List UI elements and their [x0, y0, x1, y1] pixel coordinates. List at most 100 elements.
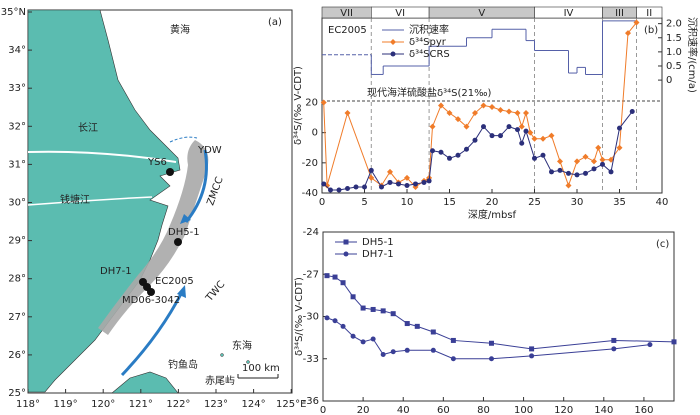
marker [344, 110, 351, 117]
map-label: DH5-1 [168, 227, 200, 238]
taiwan [111, 371, 179, 394]
marker [430, 347, 436, 353]
marker [430, 329, 436, 335]
lat-label: 33° [8, 83, 26, 94]
zone [636, 6, 663, 19]
mud-belt [98, 140, 209, 335]
marker [565, 182, 572, 189]
marker [518, 123, 525, 130]
marker [429, 123, 436, 130]
annotation: EC2005 [328, 25, 367, 36]
x-axis-label: 深度/mbsf [468, 208, 517, 221]
y-tick-label: -27 [303, 269, 319, 280]
marker [463, 123, 470, 130]
marker [608, 169, 614, 175]
ydw-arrow [169, 136, 198, 143]
marker [625, 30, 631, 37]
lat-label: 26° [8, 350, 26, 361]
marker [591, 166, 597, 172]
site [147, 288, 155, 296]
panel-label: (a) [268, 17, 282, 28]
map-label: MD06-3042 [122, 295, 180, 306]
x-tick-label: 60 [437, 405, 450, 415]
marker [320, 99, 327, 106]
x-tick-label: 5 [361, 197, 367, 208]
lon-label: 124° [242, 399, 266, 410]
scale-bar [237, 374, 279, 379]
marker [455, 116, 461, 123]
marker [549, 169, 554, 175]
marker [455, 152, 461, 158]
zone-label: V [478, 8, 485, 19]
marker [557, 158, 563, 165]
marker [506, 108, 512, 115]
mainland [27, 9, 181, 393]
map-label: DH7-1 [100, 266, 132, 277]
marker [488, 340, 494, 346]
panel-label: (b) [644, 25, 658, 36]
x-tick-label: 80 [477, 405, 490, 415]
marker [523, 128, 529, 134]
marker [599, 156, 606, 163]
lat-label: 29° [8, 236, 26, 247]
marker [506, 124, 512, 130]
marker [472, 137, 478, 143]
marker [390, 311, 396, 317]
x-tick-label: 20 [357, 405, 370, 415]
marker [633, 19, 640, 26]
series-line [326, 275, 675, 350]
marker [414, 323, 420, 329]
map-label: EC2005 [155, 276, 194, 287]
site [174, 238, 182, 246]
zone-label: VI [395, 8, 405, 19]
lon-label: 122° [166, 399, 190, 410]
marker [574, 158, 580, 165]
x-tick-label: 0 [320, 405, 326, 415]
arrowhead [177, 285, 186, 298]
y2-tick-label: 0 [666, 75, 672, 86]
y-axis-label: δ³⁴S/(‰ V-CDT) [294, 277, 305, 356]
marker [557, 167, 563, 173]
y-tick-label: 20 [305, 97, 318, 108]
marker [608, 156, 614, 163]
legend-label: 沉积速率 [409, 23, 449, 36]
marker [600, 161, 605, 167]
marker [321, 181, 327, 187]
map-label: 100 km [242, 363, 280, 374]
marker [368, 167, 374, 173]
map-label: 东海 [232, 339, 252, 352]
x-tick-label: 40 [397, 405, 410, 415]
zmcc-arrow [184, 149, 208, 223]
marker [332, 274, 338, 280]
marker [489, 133, 495, 139]
marker [529, 346, 535, 352]
marker [498, 133, 503, 139]
marker [523, 110, 529, 117]
lat-label: 30° [8, 198, 26, 209]
island [246, 360, 250, 364]
marker [350, 294, 356, 300]
marker [379, 184, 384, 190]
marker [629, 109, 635, 115]
marker [324, 315, 330, 321]
map-label: 钱塘江 [60, 193, 90, 206]
marker [515, 127, 520, 133]
marker [583, 170, 588, 176]
y-tick-label: -33 [303, 354, 319, 365]
marker [595, 144, 602, 151]
y2-tick-label: 1.0 [666, 47, 682, 58]
marker [540, 152, 546, 158]
marker [387, 168, 393, 175]
marker [324, 273, 330, 279]
marker [343, 251, 349, 257]
lat-label: 31° [8, 159, 26, 170]
marker [390, 51, 396, 57]
marker [370, 306, 376, 312]
panel-label: (c) [656, 239, 669, 250]
marker [438, 149, 444, 155]
marker [566, 170, 571, 176]
marker [380, 308, 386, 314]
x-tick-label: 35 [613, 197, 626, 208]
marker [345, 185, 350, 191]
marker [540, 135, 546, 142]
